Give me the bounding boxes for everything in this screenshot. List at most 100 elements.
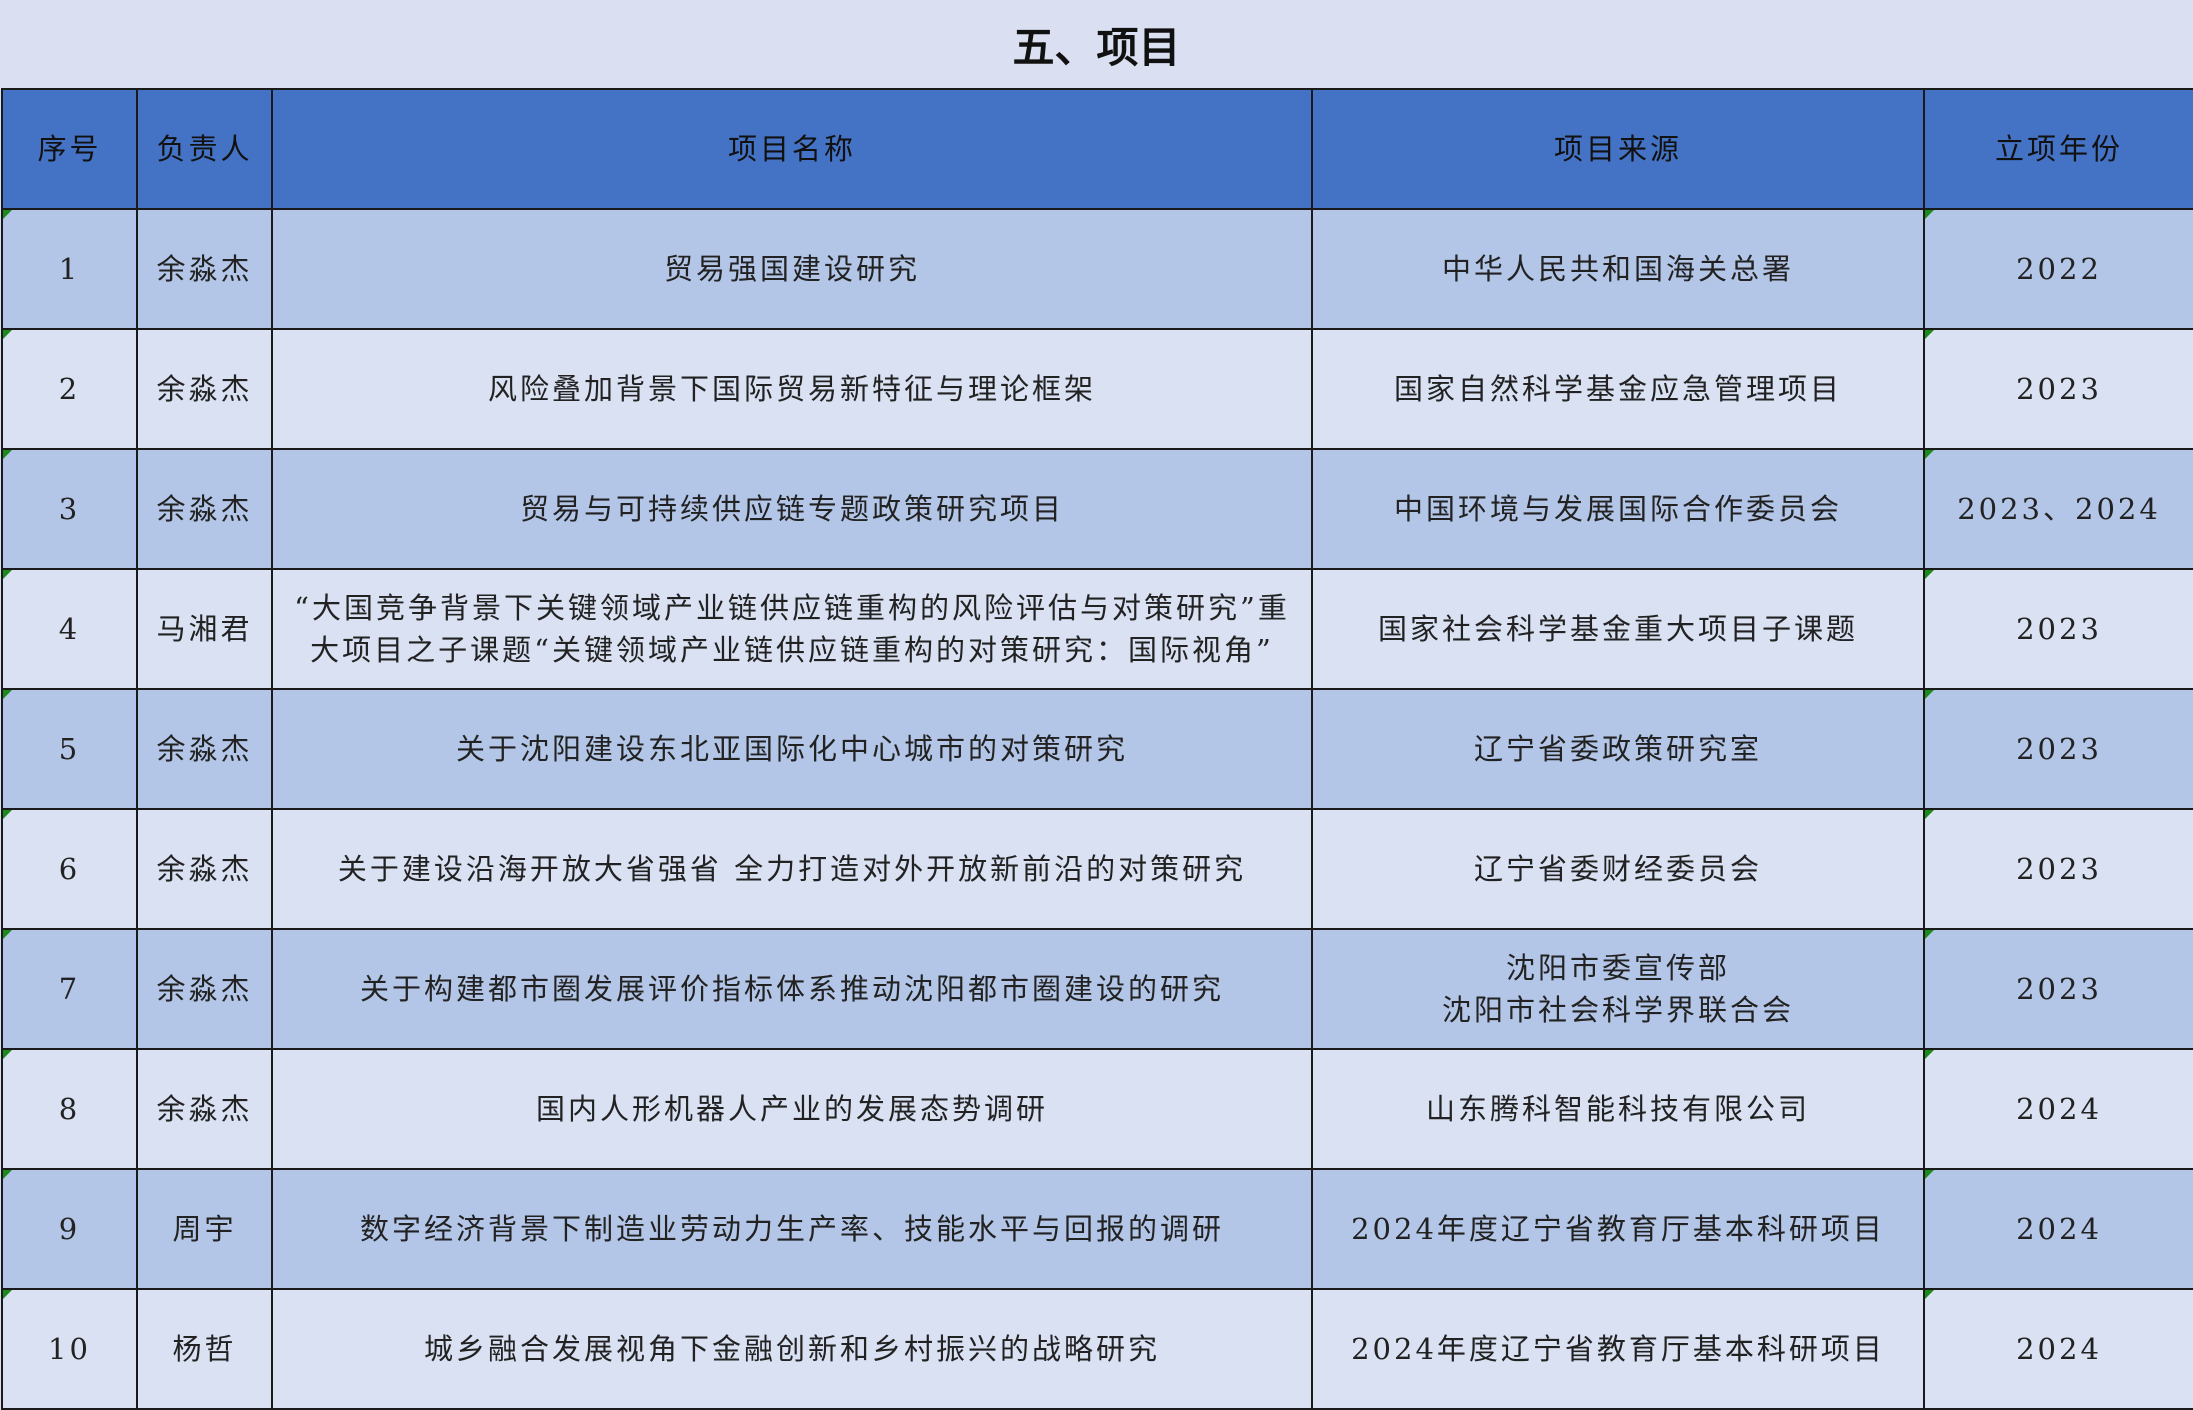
- cell-year[interactable]: 2022: [1923, 208, 2193, 330]
- cell-source[interactable]: 2024年度辽宁省教育厅基本科研项目: [1311, 1288, 1925, 1410]
- cell-flag-icon: [1925, 330, 1934, 339]
- cell-source[interactable]: 国家自然科学基金应急管理项目: [1311, 328, 1925, 450]
- cell-lead[interactable]: 余淼杰: [136, 208, 273, 330]
- cell-no-text: 10: [48, 1332, 91, 1366]
- cell-source[interactable]: 中国环境与发展国际合作委员会: [1311, 448, 1925, 570]
- table-row: 8 余淼杰 国内人形机器人产业的发展态势调研 山东腾科智能科技有限公司 2024: [1, 1048, 2193, 1170]
- cell-name[interactable]: 关于构建都市圈发展评价指标体系推动沈阳都市圈建设的研究: [271, 928, 1313, 1050]
- cell-flag-icon: [3, 330, 12, 339]
- cell-lead-text: 余淼杰: [156, 852, 253, 886]
- cell-flag-icon: [3, 450, 12, 459]
- cell-year-text: 2023: [2016, 852, 2102, 886]
- cell-flag-icon: [3, 1170, 12, 1179]
- cell-name-text: “大国竞争背景下关键领域产业链供应链重构的风险评估与对策研究”重大项目之子课题“…: [294, 591, 1290, 667]
- cell-source-text: 辽宁省委财经委员会: [1473, 852, 1762, 886]
- cell-flag-icon: [3, 930, 12, 939]
- cell-source-text: 沈阳市委宣传部 沈阳市社会科学界联合会: [1441, 951, 1794, 1027]
- cell-year-text: 2023、2024: [1957, 492, 2161, 526]
- cell-year-text: 2022: [2016, 252, 2102, 286]
- cell-no-text: 7: [58, 972, 81, 1006]
- cell-year[interactable]: 2023: [1923, 928, 2193, 1050]
- cell-year[interactable]: 2024: [1923, 1288, 2193, 1410]
- cell-no[interactable]: 5: [1, 688, 138, 810]
- cell-name[interactable]: 关于沈阳建设东北亚国际化中心城市的对策研究: [271, 688, 1313, 810]
- cell-year[interactable]: 2023、2024: [1923, 448, 2193, 570]
- cell-year-text: 2024: [2016, 1092, 2102, 1126]
- cell-flag-icon: [1925, 690, 1934, 699]
- cell-source[interactable]: 2024年度辽宁省教育厅基本科研项目: [1311, 1168, 1925, 1290]
- cell-no[interactable]: 10: [1, 1288, 138, 1410]
- cell-name[interactable]: 贸易强国建设研究: [271, 208, 1313, 330]
- cell-lead[interactable]: 余淼杰: [136, 448, 273, 570]
- cell-year[interactable]: 2024: [1923, 1048, 2193, 1170]
- cell-no[interactable]: 2: [1, 328, 138, 450]
- cell-no[interactable]: 6: [1, 808, 138, 930]
- cell-name[interactable]: “大国竞争背景下关键领域产业链供应链重构的风险评估与对策研究”重大项目之子课题“…: [271, 568, 1313, 690]
- cell-source[interactable]: 国家社会科学基金重大项目子课题: [1311, 568, 1925, 690]
- cell-name[interactable]: 国内人形机器人产业的发展态势调研: [271, 1048, 1313, 1170]
- cell-flag-icon: [1925, 450, 1934, 459]
- cell-lead[interactable]: 余淼杰: [136, 1048, 273, 1170]
- cell-name[interactable]: 数字经济背景下制造业劳动力生产率、技能水平与回报的调研: [271, 1168, 1313, 1290]
- cell-flag-icon: [1925, 210, 1934, 219]
- cell-flag-icon: [1925, 1050, 1934, 1059]
- cell-name-text: 风险叠加背景下国际贸易新特征与理论框架: [487, 372, 1096, 406]
- cell-source-text: 山东腾科智能科技有限公司: [1425, 1092, 1810, 1126]
- cell-lead[interactable]: 余淼杰: [136, 328, 273, 450]
- cell-source-text: 国家自然科学基金应急管理项目: [1393, 372, 1842, 406]
- cell-year-text: 2023: [2016, 612, 2102, 646]
- cell-source-text: 中国环境与发展国际合作委员会: [1393, 492, 1842, 526]
- cell-lead[interactable]: 余淼杰: [136, 808, 273, 930]
- cell-no[interactable]: 7: [1, 928, 138, 1050]
- cell-source[interactable]: 沈阳市委宣传部 沈阳市社会科学界联合会: [1311, 928, 1925, 1050]
- cell-lead[interactable]: 马湘君: [136, 568, 273, 690]
- cell-source[interactable]: 山东腾科智能科技有限公司: [1311, 1048, 1925, 1170]
- cell-year[interactable]: 2023: [1923, 688, 2193, 810]
- cell-lead[interactable]: 余淼杰: [136, 688, 273, 810]
- cell-name[interactable]: 关于建设沿海开放大省强省 全力打造对外开放新前沿的对策研究: [271, 808, 1313, 930]
- table-row: 5 余淼杰 关于沈阳建设东北亚国际化中心城市的对策研究 辽宁省委政策研究室 2023: [1, 688, 2193, 810]
- table-row: 7 余淼杰 关于构建都市圈发展评价指标体系推动沈阳都市圈建设的研究 沈阳市委宣传部 沈…: [1, 928, 2193, 1050]
- cell-year[interactable]: 2023: [1923, 328, 2193, 450]
- cell-name-text: 贸易强国建设研究: [663, 252, 920, 286]
- header-lead: 负责人: [136, 88, 273, 210]
- cell-lead-text: 杨哲: [172, 1332, 237, 1366]
- cell-name-text: 贸易与可持续供应链专题政策研究项目: [519, 492, 1064, 526]
- cell-no[interactable]: 8: [1, 1048, 138, 1170]
- cell-lead-text: 马湘君: [156, 612, 253, 646]
- cell-lead[interactable]: 周宇: [136, 1168, 273, 1290]
- header-row: 序号 负责人 项目名称 项目来源 立项年份: [1, 88, 2193, 210]
- cell-no[interactable]: 1: [1, 208, 138, 330]
- cell-no-text: 4: [58, 612, 81, 646]
- cell-year-text: 2023: [2016, 372, 2102, 406]
- cell-source[interactable]: 中华人民共和国海关总署: [1311, 208, 1925, 330]
- cell-source[interactable]: 辽宁省委政策研究室: [1311, 688, 1925, 810]
- cell-name[interactable]: 城乡融合发展视角下金融创新和乡村振兴的战略研究: [271, 1288, 1313, 1410]
- cell-lead-text: 余淼杰: [156, 732, 253, 766]
- cell-year-text: 2024: [2016, 1332, 2102, 1366]
- cell-year[interactable]: 2023: [1923, 568, 2193, 690]
- cell-flag-icon: [3, 1050, 12, 1059]
- cell-source-text: 中华人民共和国海关总署: [1441, 252, 1794, 286]
- cell-name-text: 城乡融合发展视角下金融创新和乡村振兴的战略研究: [423, 1332, 1160, 1366]
- section-title: 五、项目: [1012, 22, 1181, 72]
- cell-name[interactable]: 风险叠加背景下国际贸易新特征与理论框架: [271, 328, 1313, 450]
- cell-flag-icon: [1925, 810, 1934, 819]
- cell-lead-text: 周宇: [172, 1212, 237, 1246]
- cell-no[interactable]: 3: [1, 448, 138, 570]
- cell-name-text: 关于沈阳建设东北亚国际化中心城市的对策研究: [455, 732, 1128, 766]
- cell-name-text: 国内人形机器人产业的发展态势调研: [535, 1092, 1048, 1126]
- cell-no[interactable]: 4: [1, 568, 138, 690]
- cell-name[interactable]: 贸易与可持续供应链专题政策研究项目: [271, 448, 1313, 570]
- cell-year[interactable]: 2023: [1923, 808, 2193, 930]
- cell-no[interactable]: 9: [1, 1168, 138, 1290]
- cell-source[interactable]: 辽宁省委财经委员会: [1311, 808, 1925, 930]
- cell-flag-icon: [1925, 930, 1934, 939]
- cell-year[interactable]: 2024: [1923, 1168, 2193, 1290]
- cell-no-text: 8: [58, 1092, 81, 1126]
- cell-flag-icon: [1925, 570, 1934, 579]
- table-row: 10 杨哲 城乡融合发展视角下金融创新和乡村振兴的战略研究 2024年度辽宁省教育厅基…: [1, 1288, 2193, 1410]
- cell-lead[interactable]: 余淼杰: [136, 928, 273, 1050]
- cell-lead[interactable]: 杨哲: [136, 1288, 273, 1410]
- cell-year-text: 2024: [2016, 1212, 2102, 1246]
